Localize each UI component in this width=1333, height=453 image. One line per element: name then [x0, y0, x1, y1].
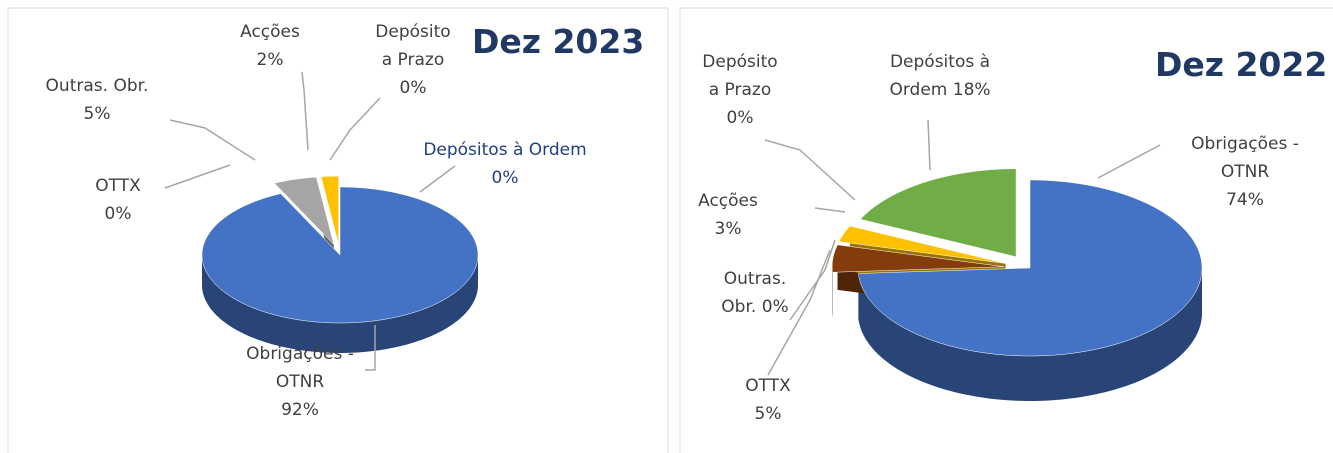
category-label: Obrigações - OTNR	[246, 344, 354, 392]
category-label: Depósito a Prazo	[375, 22, 451, 70]
value-label: 3%	[714, 219, 742, 239]
value-label: 18%	[952, 80, 991, 100]
leader-line	[764, 139, 856, 201]
chart-title: Dez 2023	[472, 22, 645, 61]
slice	[838, 225, 1006, 264]
leader-line	[814, 207, 846, 213]
category-label: Obrigações - OTNR	[1191, 134, 1299, 182]
data-label: OTTX 0%	[78, 172, 158, 228]
leader-line	[329, 97, 381, 161]
value-label: 0%	[104, 204, 132, 224]
leader-line	[767, 249, 831, 376]
slice	[858, 179, 1203, 357]
data-label: Depósito a Prazo 0%	[368, 18, 458, 102]
chart-title: Dez 2022	[1155, 45, 1328, 84]
data-label: Obrigações - OTNR 92%	[235, 340, 365, 424]
data-label: OTTX 5%	[728, 372, 808, 428]
category-label: Acções	[698, 191, 758, 211]
data-label: Obrigações - OTNR 74%	[1185, 130, 1305, 214]
category-label: Depósitos à Ordem	[889, 52, 991, 100]
value-label: 92%	[281, 400, 319, 420]
category-label: Depósitos à Ordem	[423, 140, 587, 160]
value-label: 0%	[491, 168, 519, 188]
category-label: OTTX	[745, 376, 791, 396]
leader-line	[164, 164, 231, 189]
data-label: Depósitos à Ordem 18%	[875, 48, 1005, 104]
category-label: Outras. Obr.	[721, 269, 787, 317]
data-label: Depósito a Prazo 0%	[695, 48, 785, 132]
value-label: 2%	[256, 50, 284, 70]
value-label: 0%	[399, 78, 427, 98]
slice	[859, 168, 1017, 258]
data-label: Acções 3%	[688, 187, 768, 243]
slice	[831, 244, 1005, 273]
leader-line	[1097, 144, 1161, 179]
data-label: Outras. Obr. 0%	[710, 265, 800, 321]
slice	[320, 175, 339, 245]
value-label: 74%	[1226, 190, 1264, 210]
leader-line	[927, 119, 931, 171]
value-label: 0%	[726, 108, 754, 128]
data-label: Outras. Obr. 5%	[32, 72, 162, 128]
panel-border	[7, 7, 669, 453]
value-label: 5%	[754, 404, 782, 424]
slice	[274, 176, 335, 246]
value-label: 5%	[83, 104, 111, 124]
value-label: 0%	[761, 297, 789, 317]
leader-line	[169, 119, 256, 161]
leader-line	[419, 165, 456, 193]
leader-line	[301, 71, 309, 151]
data-label: Depósitos à Ordem 0%	[405, 136, 605, 192]
category-label: Outras. Obr.	[45, 76, 149, 96]
category-label: Acções	[240, 22, 300, 42]
data-label: Acções 2%	[230, 18, 310, 74]
panel-border	[679, 7, 1333, 453]
leader-line	[365, 325, 376, 371]
leader-line	[789, 239, 836, 321]
category-label: Depósito a Prazo	[702, 52, 778, 100]
slice	[201, 186, 479, 324]
category-label: OTTX	[95, 176, 141, 196]
